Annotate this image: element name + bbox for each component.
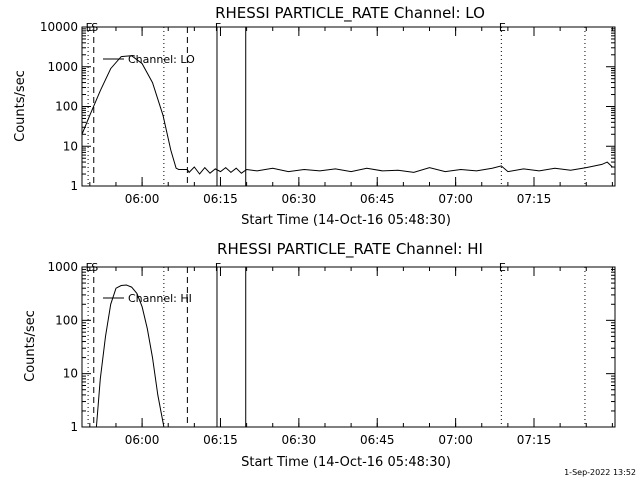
x-tick-label: 07:15	[517, 433, 552, 447]
y-tick-label: 100	[55, 313, 78, 327]
x-tick-label: 07:00	[438, 192, 473, 206]
x-axis-label: Start Time (14-Oct-16 05:48:30)	[241, 213, 451, 228]
x-tick-label: 06:45	[360, 192, 395, 206]
legend-label: Channel: HI	[128, 292, 192, 305]
y-tick-label: 1000	[47, 260, 78, 274]
y-tick-label: 1000	[47, 60, 78, 74]
chart-title: RHESSI PARTICLE_RATE Channel: HI	[217, 240, 483, 259]
event-marker-label: E	[86, 261, 93, 274]
plot-frame	[81, 26, 616, 187]
plot-frame	[81, 266, 616, 428]
event-marker-label: E	[499, 21, 506, 34]
series-line	[95, 284, 165, 428]
series-line	[81, 55, 613, 175]
event-marker-label: F	[215, 21, 221, 34]
event-marker-label: E	[499, 261, 506, 274]
footer-timestamp: 1-Sep-2022 13:52	[564, 468, 636, 477]
y-axis-label: Counts/sec	[23, 310, 38, 382]
legend-label: Channel: LO	[128, 53, 195, 66]
x-tick-label: 06:00	[125, 433, 160, 447]
chart-panel-hi: RHESSI PARTICLE_RATE Channel: HI Start T…	[23, 240, 616, 470]
event-marker-label: S	[91, 21, 98, 34]
event-marker-label: F	[215, 261, 221, 274]
x-tick-label: 06:15	[203, 433, 238, 447]
x-tick-label: 06:30	[282, 433, 317, 447]
event-marker-label: E	[86, 21, 93, 34]
y-tick-label: 1	[70, 420, 78, 434]
y-axis-label: Counts/sec	[13, 70, 28, 142]
y-tick-label: 100	[55, 100, 78, 114]
event-marker-label: S	[91, 261, 98, 274]
x-tick-label: 07:15	[517, 192, 552, 206]
chart-panel-lo: RHESSI PARTICLE_RATE Channel: LO Start T…	[13, 4, 616, 228]
y-tick-label: 10	[63, 367, 78, 381]
y-tick-label: 10000	[40, 20, 78, 34]
y-tick-label: 1	[70, 179, 78, 193]
chart-title: RHESSI PARTICLE_RATE Channel: LO	[215, 4, 485, 23]
x-tick-label: 06:15	[203, 192, 238, 206]
x-tick-label: 06:45	[360, 433, 395, 447]
x-tick-label: 07:00	[438, 433, 473, 447]
x-axis-label: Start Time (14-Oct-16 05:48:30)	[241, 455, 451, 470]
y-tick-label: 10	[63, 139, 78, 153]
x-tick-label: 06:30	[282, 192, 317, 206]
x-tick-label: 06:00	[125, 192, 160, 206]
